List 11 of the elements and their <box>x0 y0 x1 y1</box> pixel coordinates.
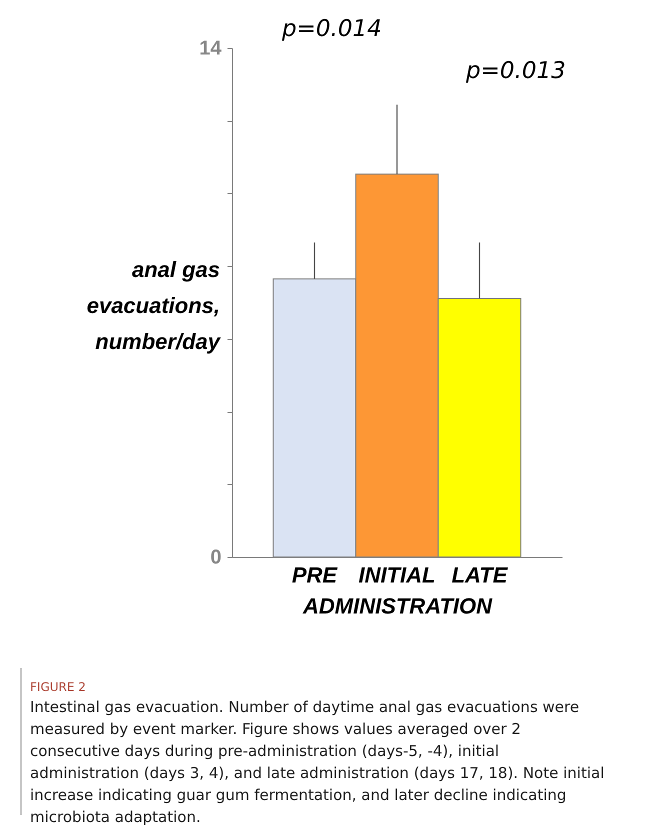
x-tick-label: LATE <box>452 562 509 588</box>
y-tick-label: 0 <box>210 546 222 568</box>
caption: FIGURE 2 <box>30 680 87 694</box>
text: p=0.014 <box>282 16 382 42</box>
y-tick-label: 14 <box>199 38 222 60</box>
text: Intestinal gas evacuation. Number of daytime anal gas evacuations were measured by event marker. Figure shows values averaged over 2 consecutive days during pre-administration (days-5, -4), initial administration (days 3, 4), and late administration (days 17, 18). Note initial increase indicating guar gum fermentation, and later decline indicating microbiota adaptation. <box>30 697 606 825</box>
x-axis-title: ADMINISTRATION <box>302 594 494 618</box>
x-tick-label: PRE <box>292 562 338 588</box>
x-tick-label: INITIAL <box>358 562 436 588</box>
y-axis-title: anal gas evacuations, number/day <box>86 256 220 356</box>
annotation: p=0.013 <box>466 58 566 84</box>
